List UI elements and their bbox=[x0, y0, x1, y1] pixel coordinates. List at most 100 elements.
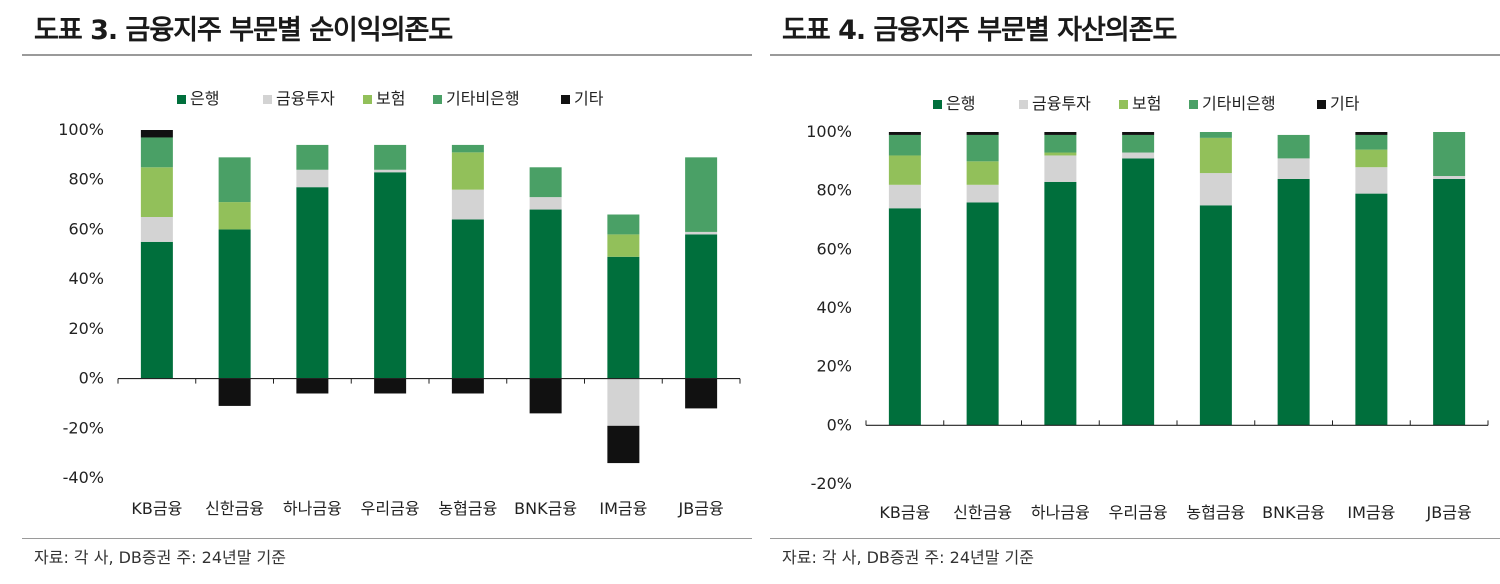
bar-segment bbox=[451, 189, 484, 220]
bar-segment bbox=[218, 378, 251, 406]
legend-swatch bbox=[263, 95, 272, 104]
x-tick-label: BNK금융 bbox=[514, 499, 577, 518]
y-tick-label: 60% bbox=[816, 239, 852, 258]
bar-segment bbox=[529, 197, 562, 210]
x-tick-label: 신한금융 bbox=[953, 503, 1012, 522]
bar-segment bbox=[218, 202, 251, 230]
bar-segment bbox=[218, 157, 251, 203]
bar-segment bbox=[1122, 158, 1155, 426]
x-tick-label: KB금융 bbox=[131, 499, 182, 518]
title-divider bbox=[770, 54, 1500, 56]
bar-segment bbox=[1044, 155, 1077, 182]
bar-segment bbox=[1433, 132, 1466, 176]
bar-segment bbox=[374, 378, 407, 394]
bar-segment bbox=[1355, 167, 1388, 194]
source-divider bbox=[22, 538, 752, 539]
legend-swatch bbox=[363, 95, 372, 104]
bar-segment bbox=[888, 208, 921, 426]
bar-segment bbox=[1122, 132, 1155, 135]
bar-segment bbox=[1199, 205, 1232, 426]
y-tick-label: 100% bbox=[58, 120, 104, 139]
bar-segment bbox=[1122, 152, 1155, 159]
figure-4: 도표 4. 금융지주 부문별 자산의존도 은행 금융투자 보험 기타비은행 기타 -20%… bbox=[770, 0, 1500, 584]
bar-segment bbox=[451, 219, 484, 379]
bar-segment bbox=[529, 209, 562, 379]
y-tick-label: 40% bbox=[68, 269, 104, 288]
y-tick-label: 20% bbox=[68, 319, 104, 338]
legend-label: 기타비은행 bbox=[446, 89, 520, 108]
bar-segment bbox=[966, 184, 999, 203]
bar-segment bbox=[888, 184, 921, 209]
bar-segment bbox=[685, 378, 718, 409]
bar-segment bbox=[1199, 132, 1232, 138]
bar-segment bbox=[1277, 158, 1310, 179]
legend-swatch bbox=[1189, 100, 1198, 109]
legend-swatch bbox=[1119, 100, 1128, 109]
bar-segment bbox=[607, 214, 640, 235]
legend: 은행 금융투자 보험 기타비은행 기타 bbox=[933, 94, 1360, 113]
legend-swatch bbox=[1019, 100, 1028, 109]
bar-segment bbox=[1355, 134, 1388, 150]
bar-segment bbox=[140, 167, 173, 217]
bar-segment bbox=[296, 378, 329, 394]
legend-label: 기타 bbox=[574, 89, 604, 108]
bar-segment bbox=[1044, 134, 1077, 153]
bar-segment bbox=[1199, 137, 1232, 174]
y-tick-label: 60% bbox=[68, 219, 104, 238]
bar-segment bbox=[1044, 152, 1077, 156]
bar-segment bbox=[529, 167, 562, 198]
bar-segment bbox=[966, 202, 999, 426]
y-tick-label: 0% bbox=[827, 415, 852, 434]
x-tick-label: 하나금융 bbox=[1031, 503, 1090, 522]
legend-swatch bbox=[433, 95, 442, 104]
y-tick-label: 0% bbox=[79, 369, 104, 388]
bar-segment bbox=[888, 132, 921, 135]
bar-segment bbox=[451, 378, 484, 394]
legend-label: 금융투자 bbox=[1032, 94, 1091, 113]
y-tick-label: 40% bbox=[816, 298, 852, 317]
bar-segment bbox=[1277, 134, 1310, 159]
bar-segment bbox=[966, 134, 999, 162]
y-tick-label: -20% bbox=[811, 474, 852, 493]
x-tick-label: IM금융 bbox=[599, 499, 647, 518]
bar-segment bbox=[1277, 178, 1310, 426]
title-divider bbox=[22, 54, 752, 56]
bar-segment bbox=[1122, 134, 1155, 153]
bar-segment bbox=[685, 157, 718, 232]
bar-segment bbox=[888, 155, 921, 185]
source-divider bbox=[770, 538, 1500, 539]
y-tick-label: 100% bbox=[806, 122, 852, 141]
bar-segment bbox=[451, 152, 484, 190]
legend-label: 보험 bbox=[1132, 94, 1161, 113]
bar-segment bbox=[451, 144, 484, 153]
x-tick-label: JB금융 bbox=[1426, 503, 1472, 522]
bar-segment bbox=[966, 161, 999, 185]
legend-label: 은행 bbox=[190, 89, 219, 108]
legend-label: 금융투자 bbox=[276, 89, 335, 108]
bar-segment bbox=[966, 132, 999, 135]
figure-3: 도표 3. 금융지주 부문별 순이익의존도 은행 금융투자 보험 기타비은행 기타 -40… bbox=[22, 0, 752, 584]
x-tick-label: KB금융 bbox=[879, 503, 930, 522]
legend-label: 은행 bbox=[946, 94, 975, 113]
bar-segment bbox=[1355, 193, 1388, 426]
bar-segment bbox=[296, 187, 329, 379]
x-tick-label: IM금융 bbox=[1347, 503, 1395, 522]
bar-segment bbox=[607, 378, 640, 426]
legend-label: 기타비은행 bbox=[1202, 94, 1276, 113]
legend-swatch bbox=[177, 95, 186, 104]
bar-segment bbox=[607, 234, 640, 257]
bar-segment bbox=[296, 169, 329, 188]
bar-segment bbox=[140, 217, 173, 242]
legend: 은행 금융투자 보험 기타비은행 기타 bbox=[177, 89, 604, 108]
source-note: 자료: 각 사, DB증권 주: 24년말 기준 bbox=[782, 548, 1034, 567]
bar-segment bbox=[888, 134, 921, 156]
net-income-dependency-chart: 은행 금융투자 보험 기타비은행 기타 -40% -20% 0% 20% 40% 60% 80% 100… bbox=[58, 89, 741, 518]
legend-swatch bbox=[561, 95, 570, 104]
bar-segment bbox=[607, 256, 640, 379]
bar-segment bbox=[140, 130, 173, 138]
x-tick-label: JB금융 bbox=[678, 499, 724, 518]
bar-segment bbox=[374, 169, 407, 173]
y-tick-label: 80% bbox=[816, 181, 852, 200]
bar-segment bbox=[296, 144, 329, 170]
x-tick-label: 농협금융 bbox=[438, 499, 497, 518]
